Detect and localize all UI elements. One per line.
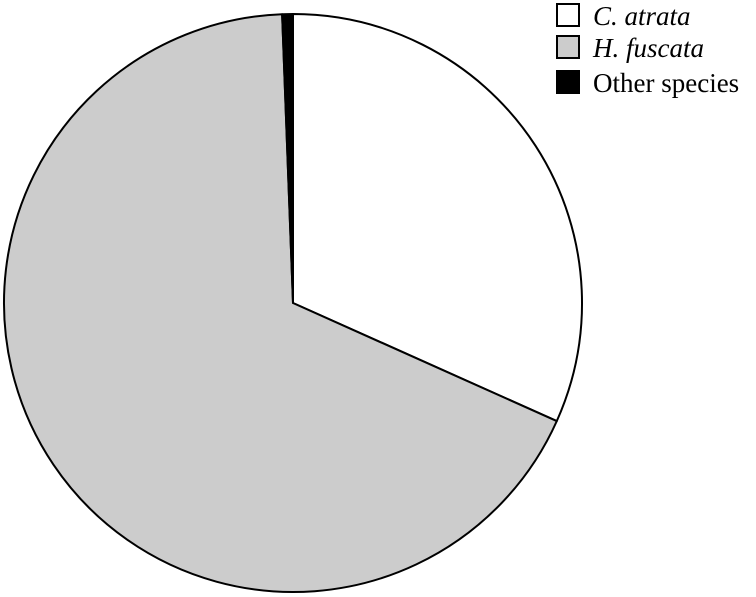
legend-swatch: [556, 35, 580, 59]
legend: C. atrata H. fuscata Other species: [556, 1, 739, 98]
legend-swatch: [556, 3, 580, 27]
pie-slice: [292, 13, 583, 423]
legend-label: C. atrata: [593, 1, 691, 31]
legend-entry: H. fuscata: [556, 33, 704, 63]
legend-entry: C. atrata: [556, 1, 691, 31]
pie-slices: [3, 13, 583, 593]
legend-entry: Other species: [556, 68, 739, 98]
legend-swatch: [556, 70, 580, 94]
legend-label: H. fuscata: [592, 33, 704, 63]
pie-slice: [281, 13, 294, 304]
pie-slice: [3, 13, 558, 593]
legend-label: Other species: [593, 68, 739, 98]
